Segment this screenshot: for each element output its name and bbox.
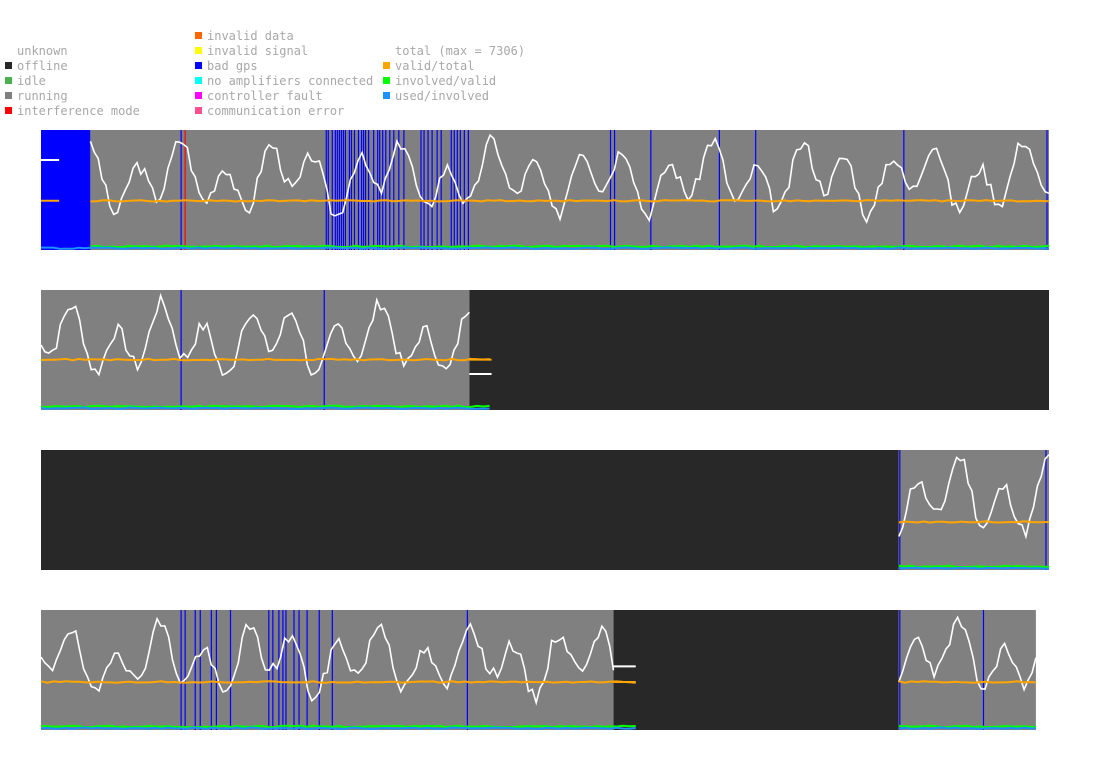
legend-swatch-idle — [5, 77, 12, 84]
panel-2-segment-offline-1 — [469, 290, 1049, 410]
legend-swatch-no-amplifiers-connected — [195, 77, 202, 84]
panel-4-series-valid-total-b — [898, 680, 1036, 684]
legend-label-interference-mode: interference mode — [17, 104, 140, 118]
legend-label-controller-fault: controller fault — [207, 89, 323, 103]
legend-swatch-invalid-data — [195, 32, 202, 39]
panel-1-series-used-involved — [41, 246, 1050, 250]
legend-label-invalid-signal: invalid signal — [207, 44, 309, 58]
legend-label-valid-total: valid/total — [395, 59, 475, 73]
legend-label-no-amplifiers-connected: no amplifiers connected — [207, 74, 374, 88]
legend-label-used-involved: used/involved — [395, 89, 489, 103]
legend-label-idle: idle — [17, 74, 46, 88]
legend-label-offline: offline — [17, 59, 68, 73]
legend-swatch-involved-valid — [383, 77, 390, 84]
legend-swatch-controller-fault — [195, 92, 202, 99]
legend-label-total: total (max = 7306) — [395, 44, 526, 58]
panel-2-series-total — [40, 292, 470, 377]
panel-4-series-used-involved-b — [898, 726, 1036, 730]
panel-4-segment-running-2 — [898, 610, 1036, 730]
panel-4-series-used-involved — [40, 726, 636, 730]
legend-label-involved-valid: involved/valid — [395, 74, 497, 88]
panel-4-series-involved-valid — [41, 724, 636, 729]
legend-swatch-unknown — [5, 47, 12, 54]
panel-4-series-involved-valid-b — [898, 724, 1036, 729]
panel-4-segment-offline-1 — [613, 610, 899, 730]
legend-swatch-interference-mode — [5, 107, 12, 114]
panel-1-segment-running-1 — [90, 130, 1050, 250]
panel-2-series-valid-total — [40, 357, 490, 362]
panel-3-series-used-involved — [898, 566, 1050, 570]
panel-4-series-total-b — [898, 615, 1037, 693]
panel-3-series-valid-total — [898, 520, 1050, 524]
legend-swatch-running — [5, 92, 12, 99]
panel-4-series-total — [40, 616, 615, 706]
panel-2-segment-running-0 — [41, 290, 470, 410]
legend-swatch-communication-error — [195, 107, 202, 114]
legend-swatch-valid-total — [383, 62, 390, 69]
legend-swatch-offline — [5, 62, 12, 69]
panel-3-series-total — [898, 454, 1050, 540]
panel-1-series-valid-total — [90, 199, 1050, 203]
panel-3-series-involved-valid — [898, 564, 1050, 569]
panel-1-series-total — [89, 133, 1050, 224]
panel-4-series-valid-total — [40, 680, 636, 684]
legend-swatch-invalid-signal — [195, 47, 202, 54]
panel-2-series-involved-valid — [40, 404, 490, 409]
legend-label-invalid-data: invalid data — [207, 29, 294, 43]
legend-label-running: running — [17, 89, 68, 103]
panel-3-segment-offline-0 — [41, 450, 899, 570]
legend-label-bad-gps: bad gps — [207, 59, 258, 73]
legend-label-communication-error: communication error — [207, 104, 345, 118]
legend-swatch-bad-gps — [195, 62, 202, 69]
legend-swatch-used-involved — [383, 92, 390, 99]
legend: unknown offline idle running interferenc… — [0, 0, 1095, 125]
panel-1-series-involved-valid — [90, 244, 1050, 249]
legend-label-unknown: unknown — [17, 44, 68, 58]
panel-1-segment-bad_gps-0 — [41, 130, 91, 250]
panel-2-series-used-involved — [40, 406, 490, 410]
